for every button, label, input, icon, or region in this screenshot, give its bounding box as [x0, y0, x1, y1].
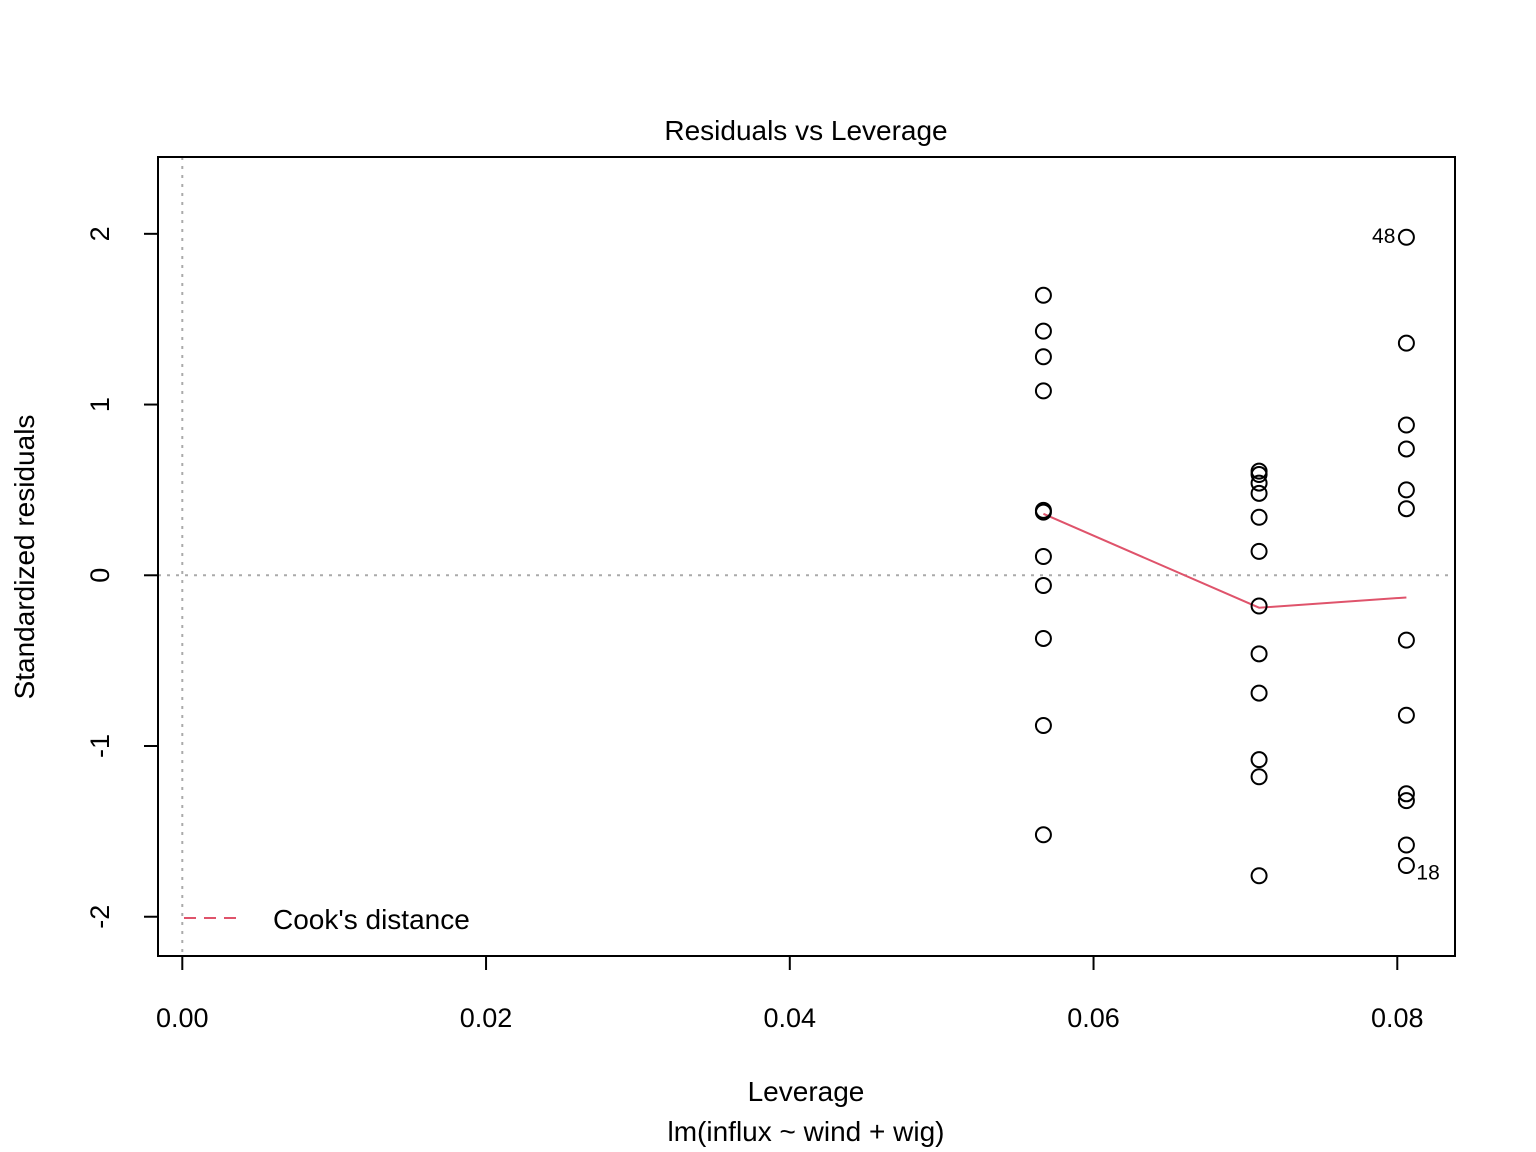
- y-tick-label: 0: [85, 568, 115, 583]
- data-point: [1397, 440, 1415, 458]
- data-point: [1034, 322, 1052, 340]
- x-axis: 0.00 0.02 0.04 0.06 0.08: [156, 955, 1424, 1033]
- x-axis-label: Leverage: [748, 1076, 865, 1107]
- data-point: [1034, 503, 1052, 521]
- y-tick-label: 1: [85, 397, 115, 412]
- data-point: [1397, 416, 1415, 434]
- data-point: [1397, 792, 1415, 810]
- points-group: [1034, 228, 1415, 885]
- data-point: [1034, 548, 1052, 565]
- plot-title: Residuals vs Leverage: [664, 115, 947, 146]
- data-point: [1397, 500, 1415, 518]
- data-point: [1250, 484, 1268, 502]
- point-label: 48: [1372, 225, 1395, 248]
- data-point: [1397, 631, 1415, 649]
- x-tick-label: 0.06: [1067, 1003, 1120, 1033]
- y-axis-label: Standardized residuals: [9, 415, 40, 700]
- data-point: [1250, 867, 1268, 885]
- legend: Cook's distance: [184, 904, 470, 935]
- data-point: [1034, 286, 1052, 304]
- x-tick-label: 0.04: [764, 1003, 817, 1033]
- y-tick-label: 2: [85, 226, 115, 241]
- legend-label-cooks-distance: Cook's distance: [273, 904, 470, 935]
- reference-lines: [158, 157, 1455, 956]
- data-point: [1397, 785, 1415, 803]
- data-point: [1250, 508, 1268, 526]
- smooth-line-group: [1043, 512, 1407, 609]
- data-point: [1397, 334, 1415, 352]
- data-point: [1397, 836, 1415, 854]
- x-axis-subtitle: lm(influx ~ wind + wig): [668, 1116, 945, 1147]
- data-point: [1250, 542, 1268, 560]
- data-point: [1250, 597, 1268, 615]
- data-point: [1250, 751, 1268, 769]
- y-tick-label: -1: [85, 734, 115, 758]
- data-point: [1397, 228, 1415, 246]
- data-point: [1397, 706, 1415, 724]
- data-point: [1250, 684, 1268, 702]
- data-point: [1034, 717, 1052, 735]
- y-axis: -2 -1 0 1 2: [85, 226, 159, 929]
- data-point: [1034, 577, 1052, 595]
- x-tick-label: 0.08: [1371, 1003, 1424, 1033]
- data-point: [1250, 645, 1268, 663]
- data-point: [1250, 768, 1268, 786]
- y-tick-label: -2: [85, 905, 115, 929]
- smooth-line: [1043, 512, 1407, 609]
- point-labels-group: 48 18: [1372, 225, 1440, 884]
- data-point: [1034, 826, 1052, 844]
- data-point: [1250, 466, 1268, 484]
- data-point: [1034, 382, 1052, 400]
- data-point: [1034, 629, 1052, 647]
- point-label: 18: [1416, 862, 1439, 885]
- x-tick-label: 0.02: [460, 1003, 513, 1033]
- x-tick-label: 0.00: [156, 1003, 209, 1033]
- data-point: [1397, 481, 1415, 499]
- data-point: [1397, 857, 1415, 875]
- data-point: [1250, 474, 1268, 492]
- data-point: [1034, 348, 1052, 366]
